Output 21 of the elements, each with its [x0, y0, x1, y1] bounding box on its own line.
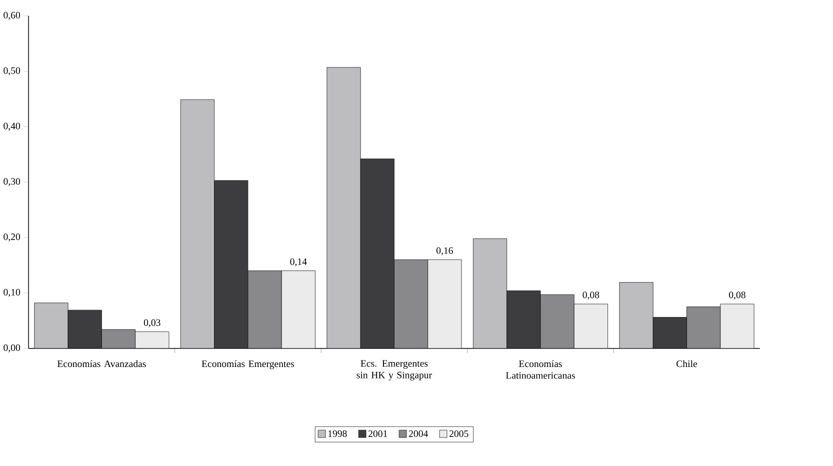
legend-label: 2005 — [449, 430, 468, 437]
x-tick-label: Economías Avanzadas — [57, 360, 146, 367]
data-label: 0,08 — [582, 291, 600, 300]
data-label: 0,03 — [144, 319, 160, 328]
data-label: 0,14 — [290, 258, 307, 266]
data-label: 0,08 — [729, 291, 746, 300]
y-tick-label: 0,40 — [4, 122, 20, 131]
data-label: 0,16 — [436, 247, 453, 256]
legend-label: 2001 — [368, 430, 388, 437]
x-tick-label: Economías Emergentes — [202, 360, 294, 369]
y-tick-label: 0,20 — [4, 233, 20, 242]
x-tick-label: Ecs. Emergentes sin HK y Singapur — [356, 360, 432, 380]
legend-label: 1998 — [328, 430, 347, 437]
y-tick-label: 0,00 — [4, 344, 20, 352]
x-tick-label: Economías Latinoamericanas — [506, 360, 575, 379]
legend-label: 2004 — [408, 430, 428, 437]
y-tick-label: 0,30 — [4, 178, 20, 186]
y-tick-label: 0,50 — [4, 67, 20, 76]
y-tick-label: 0,60 — [4, 12, 20, 20]
x-tick-label: Chile — [676, 360, 698, 367]
y-tick-label: 0,10 — [4, 288, 20, 297]
